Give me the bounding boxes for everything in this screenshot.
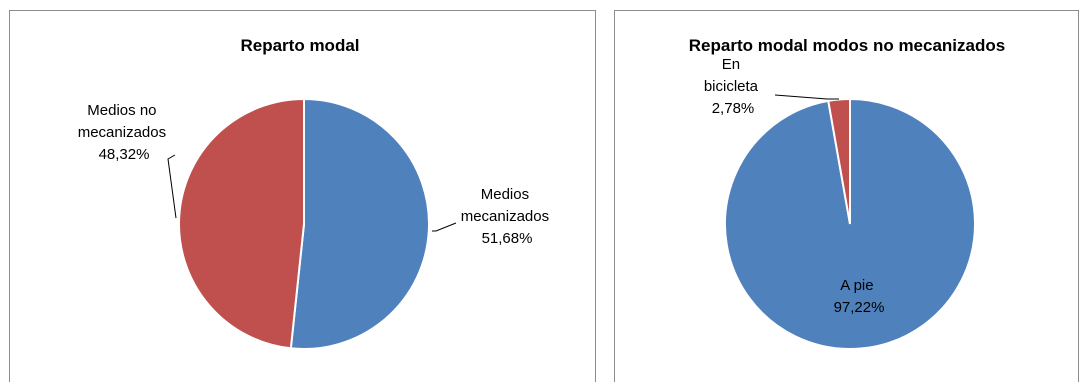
- slice-label-no-mecanizados: Medios no mecanizados 48,32%: [78, 102, 171, 163]
- label-line: A pie: [840, 277, 873, 294]
- pie-chart-reparto-modal: Reparto modal Medios mecanizados 51,68% …: [78, 36, 554, 350]
- slice-label-bicicleta: En bicicleta 2,78%: [704, 56, 762, 117]
- pie-chart-modos-no-mecanizados: Reparto modal modos no mecanizados A pie…: [689, 36, 1005, 350]
- slice-label-a-pie: A pie 97,22%: [834, 277, 885, 316]
- label-line: bicicleta: [704, 78, 759, 95]
- slice-label-mecanizados: Medios mecanizados 51,68%: [461, 186, 554, 247]
- leader-line-mecanizados: [432, 222, 457, 232]
- chart-panel-modos-no-mecanizados: Reparto modal modos no mecanizados A pie…: [614, 10, 1079, 382]
- label-line: mecanizados: [461, 208, 549, 225]
- chart-title: Reparto modal: [240, 36, 359, 55]
- chart-panel-reparto-modal: Reparto modal Medios mecanizados 51,68% …: [9, 10, 596, 382]
- label-line: 97,22%: [834, 299, 885, 316]
- pie-slice-medios-no-mecanizados: [178, 97, 305, 350]
- label-line: mecanizados: [78, 124, 166, 141]
- pie-slice-en-bicicleta: [827, 97, 851, 225]
- label-line: Medios no: [87, 102, 156, 119]
- leader-line-no-mecanizados: [167, 154, 177, 219]
- leader-line-bicicleta: [774, 94, 839, 100]
- label-line: En: [722, 56, 740, 73]
- label-line: 51,68%: [482, 230, 533, 247]
- chart-title: Reparto modal modos no mecanizados: [689, 36, 1005, 55]
- label-line: Medios: [481, 186, 529, 203]
- label-line: 2,78%: [712, 100, 755, 117]
- label-line: 48,32%: [99, 146, 150, 163]
- pie-slice-medios-mecanizados: [289, 97, 430, 350]
